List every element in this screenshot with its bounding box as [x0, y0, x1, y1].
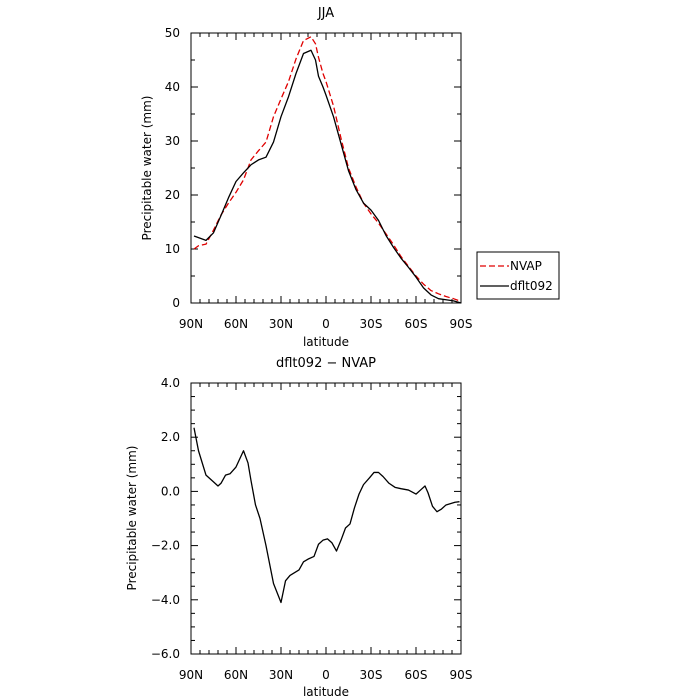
axis-ticks [190, 382, 462, 655]
x-tick-label: 0 [322, 668, 330, 682]
x-tick-label: 60N [224, 317, 248, 331]
y-tick-label: 30 [165, 134, 180, 148]
y-tick-label: 20 [165, 188, 180, 202]
legend: NVAP dflt092 [476, 251, 560, 300]
y-tick-label: 4.0 [161, 376, 180, 390]
x-tick-label: 60S [405, 668, 428, 682]
series-line-nvap [193, 36, 462, 302]
bottom-panel-difference: dflt092 − NVAP −6.0 −4.0 −2.0 0.0 2.0 4.0 90N… [125, 356, 472, 699]
y-tick-label: 10 [165, 242, 180, 256]
y-tick-label: 50 [165, 26, 180, 40]
series-lines [193, 36, 462, 304]
x-tick-label: 90S [450, 668, 473, 682]
x-tick-label: 30S [360, 317, 383, 331]
x-axis-label: latitude [303, 335, 349, 349]
y-tick-label: 40 [165, 80, 180, 94]
x-tick-label: 30N [269, 317, 293, 331]
x-tick-labels: 90N 60N 30N 0 30S 60S 90S [179, 317, 473, 331]
x-tick-label: 30S [360, 668, 383, 682]
axis-ticks [190, 32, 462, 304]
x-tick-label: 0 [322, 317, 330, 331]
y-tick-label: 0.0 [161, 484, 180, 498]
legend-label-nvap: NVAP [510, 259, 542, 273]
series-line-dflt092 [193, 49, 462, 304]
y-tick-label: −4.0 [151, 593, 180, 607]
y-tick-labels: 0 10 20 30 40 50 [165, 26, 180, 310]
y-tick-label: 0 [172, 296, 180, 310]
y-axis-label: Precipitable water (mm) [125, 446, 139, 591]
x-tick-label: 90N [179, 668, 203, 682]
x-tick-labels: 90N 60N 30N 0 30S 60S 90S [179, 668, 473, 682]
plot-frame [190, 32, 462, 304]
x-axis-label: latitude [303, 685, 349, 699]
legend-label-dflt092: dflt092 [510, 279, 553, 293]
legend-box [476, 251, 560, 300]
x-tick-label: 90S [450, 317, 473, 331]
top-panel-jja: JJA 0 10 20 30 40 50 90N 60N 30N 0 30S 60S 90S lati… [140, 6, 472, 349]
plot-frame [190, 382, 462, 655]
x-tick-label: 60N [224, 668, 248, 682]
x-tick-label: 90N [179, 317, 203, 331]
series-lines [193, 427, 460, 604]
x-tick-label: 60S [405, 317, 428, 331]
y-axis-label: Precipitable water (mm) [140, 96, 154, 241]
y-tick-label: −2.0 [151, 539, 180, 553]
y-tick-labels: −6.0 −4.0 −2.0 0.0 2.0 4.0 [151, 376, 180, 661]
difference-line [193, 427, 460, 604]
chart-title: JJA [317, 6, 334, 21]
y-tick-label: 2.0 [161, 430, 180, 444]
chart-title: dflt092 − NVAP [276, 356, 376, 371]
x-tick-label: 30N [269, 668, 293, 682]
y-tick-label: −6.0 [151, 647, 180, 661]
